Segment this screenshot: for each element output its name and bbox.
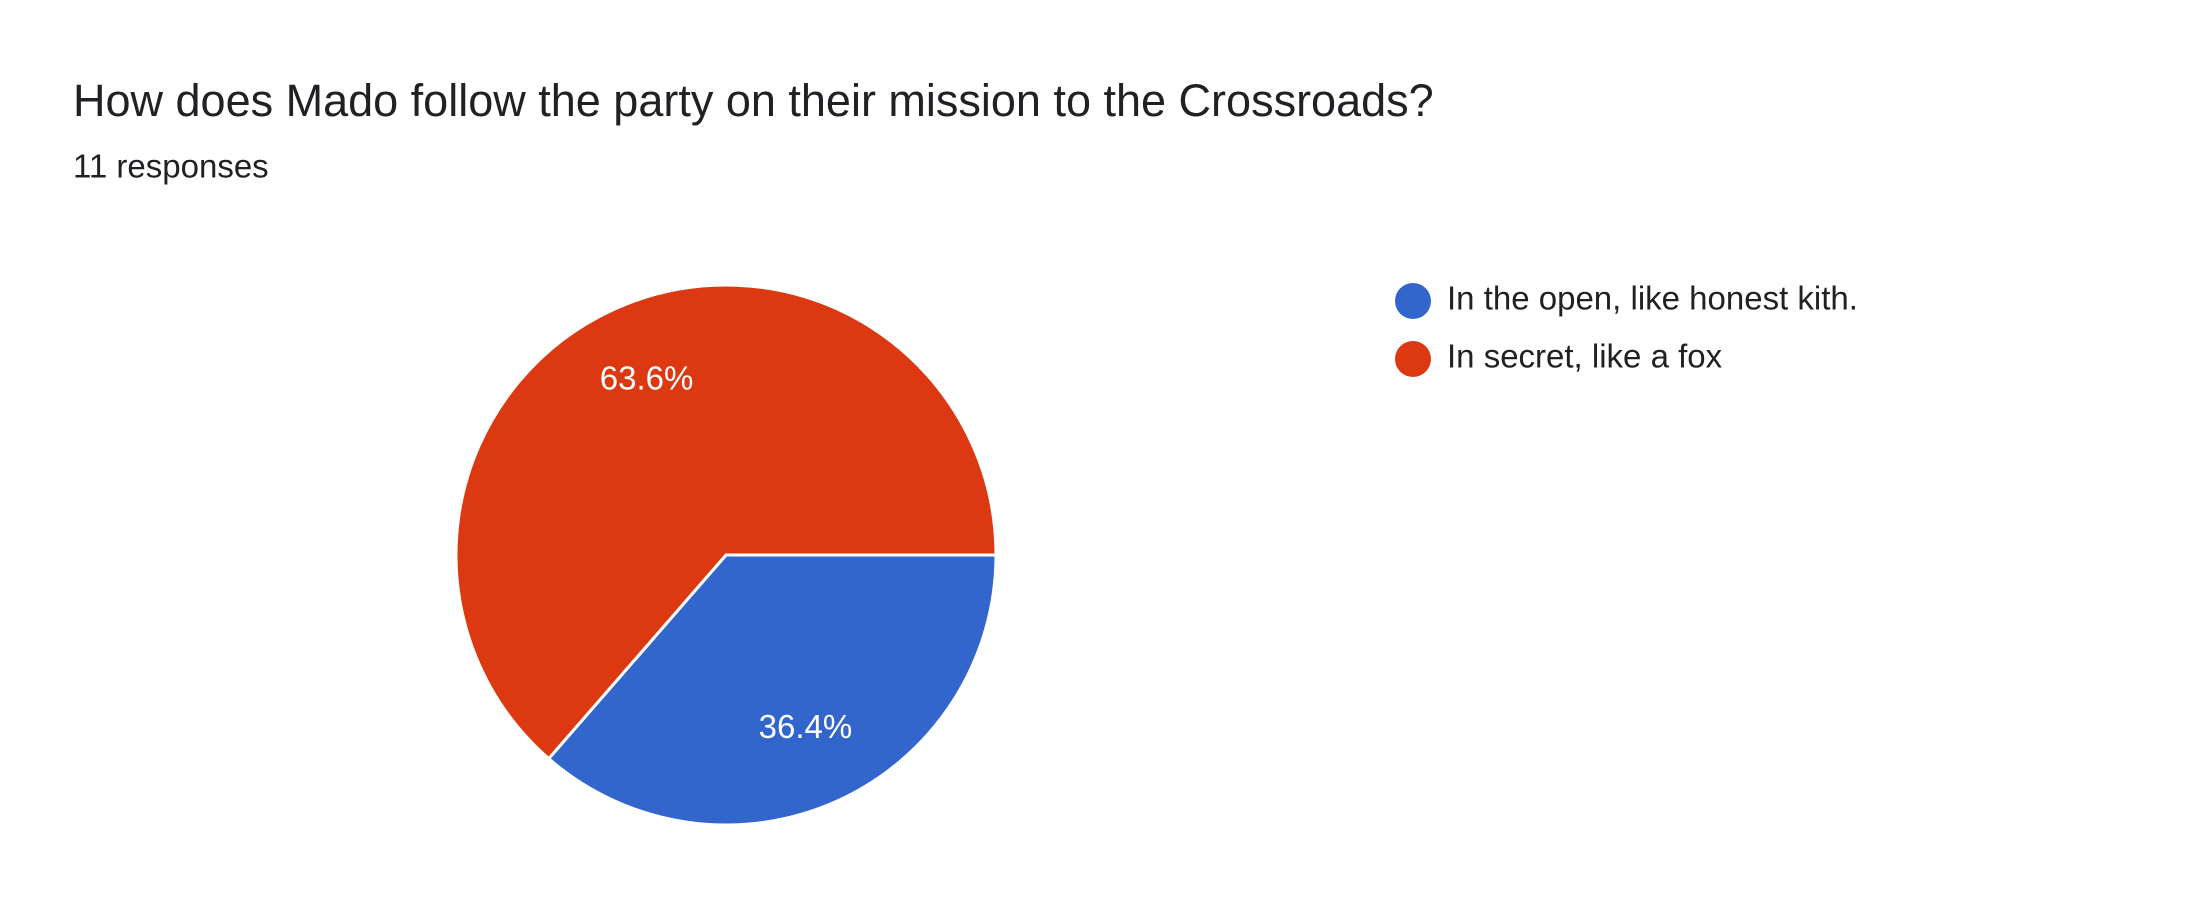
slice-label: 63.6% <box>600 359 694 396</box>
legend-label: In the open, like honest kith. <box>1447 280 1858 317</box>
pie-slice <box>454 283 998 761</box>
chart-title: How does Mado follow the party on their … <box>73 75 1434 126</box>
slice-label: 36.4% <box>759 708 853 745</box>
legend-marker <box>1395 283 1431 319</box>
chart-subtitle: 11 responses <box>73 148 269 185</box>
legend-marker <box>1395 341 1431 377</box>
legend-label: In secret, like a fox <box>1447 338 1723 375</box>
pie-slice <box>546 553 998 827</box>
